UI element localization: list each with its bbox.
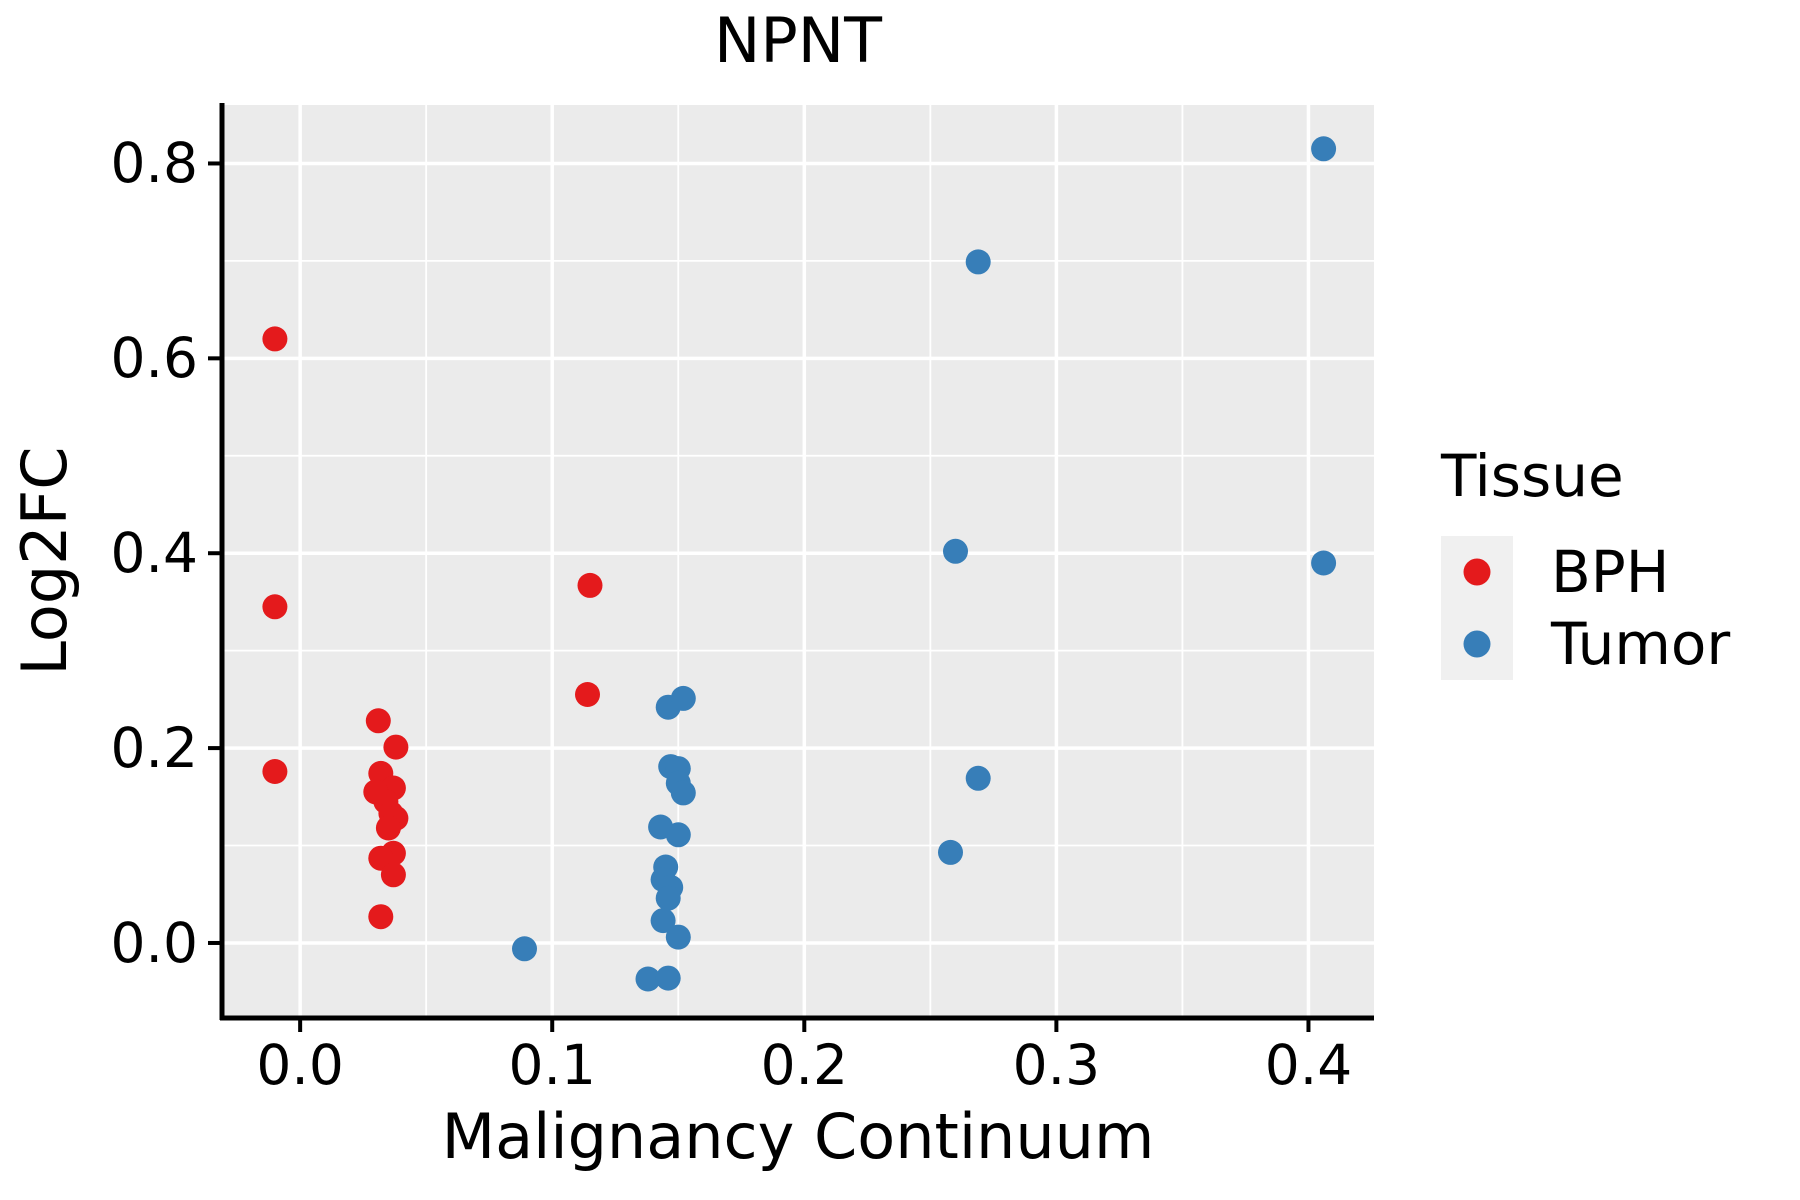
- y-tick-label: 0.4: [110, 521, 198, 586]
- x-tick-label: 0.3: [1012, 1033, 1101, 1097]
- data-point-tumor: [635, 966, 661, 992]
- data-point-tumor: [655, 965, 681, 991]
- data-point-tumor: [943, 538, 968, 564]
- data-point-bph: [262, 759, 288, 784]
- data-point-bph: [262, 594, 288, 620]
- legend-label-bph: BPH: [1551, 538, 1670, 606]
- bph-dot-icon: [1463, 558, 1491, 586]
- data-point-tumor: [1311, 550, 1337, 576]
- data-point-tumor: [512, 936, 537, 962]
- legend-title: Tissue: [1441, 442, 1624, 510]
- legend-entry-tumor: Tumor: [1441, 608, 1791, 680]
- data-point-tumor: [965, 765, 991, 791]
- data-point-bph: [577, 572, 603, 598]
- data-point-bph: [575, 682, 600, 707]
- x-tick-label: 0.1: [508, 1033, 596, 1097]
- legend-key-box: [1441, 536, 1513, 608]
- data-point-bph: [365, 708, 391, 734]
- legend-entry-bph: BPH: [1441, 536, 1791, 608]
- x-axis-label: Malignancy Continuum: [441, 1100, 1155, 1173]
- data-point-tumor: [1311, 136, 1337, 162]
- data-point-tumor: [655, 885, 681, 911]
- data-point-tumor: [670, 685, 696, 711]
- data-point-tumor: [670, 780, 696, 806]
- y-tick-label: 0.2: [110, 716, 198, 781]
- data-point-bph: [380, 862, 406, 888]
- tumor-dot-icon: [1463, 630, 1491, 658]
- data-point-bph: [375, 815, 401, 841]
- x-tick-label: 0.4: [1264, 1033, 1353, 1097]
- y-tick-label: 0.0: [110, 910, 198, 975]
- legend-label-tumor: Tumor: [1551, 610, 1731, 678]
- y-tick-label: 0.6: [110, 326, 198, 391]
- data-point-bph: [262, 326, 288, 352]
- data-point-bph: [368, 904, 394, 930]
- data-point-tumor: [665, 924, 691, 950]
- legend: Tissue BPH Tumor: [1441, 444, 1791, 680]
- data-point-tumor: [938, 839, 963, 865]
- legend-key-box: [1441, 608, 1513, 680]
- chart-title: NPNT: [713, 4, 883, 77]
- data-point-bph: [383, 734, 409, 760]
- data-point-tumor: [965, 249, 991, 275]
- y-tick-label: 0.8: [110, 131, 198, 196]
- x-tick-label: 0.0: [256, 1033, 344, 1097]
- x-tick-label: 0.2: [760, 1033, 849, 1097]
- data-point-tumor: [665, 822, 691, 848]
- data-point-tumor: [650, 908, 676, 934]
